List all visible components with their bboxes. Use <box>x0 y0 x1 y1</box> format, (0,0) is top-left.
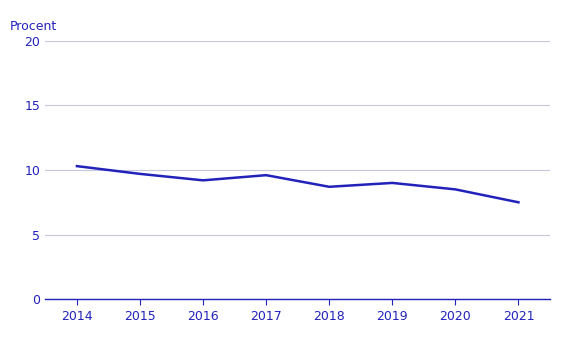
Text: Procent: Procent <box>10 20 57 33</box>
